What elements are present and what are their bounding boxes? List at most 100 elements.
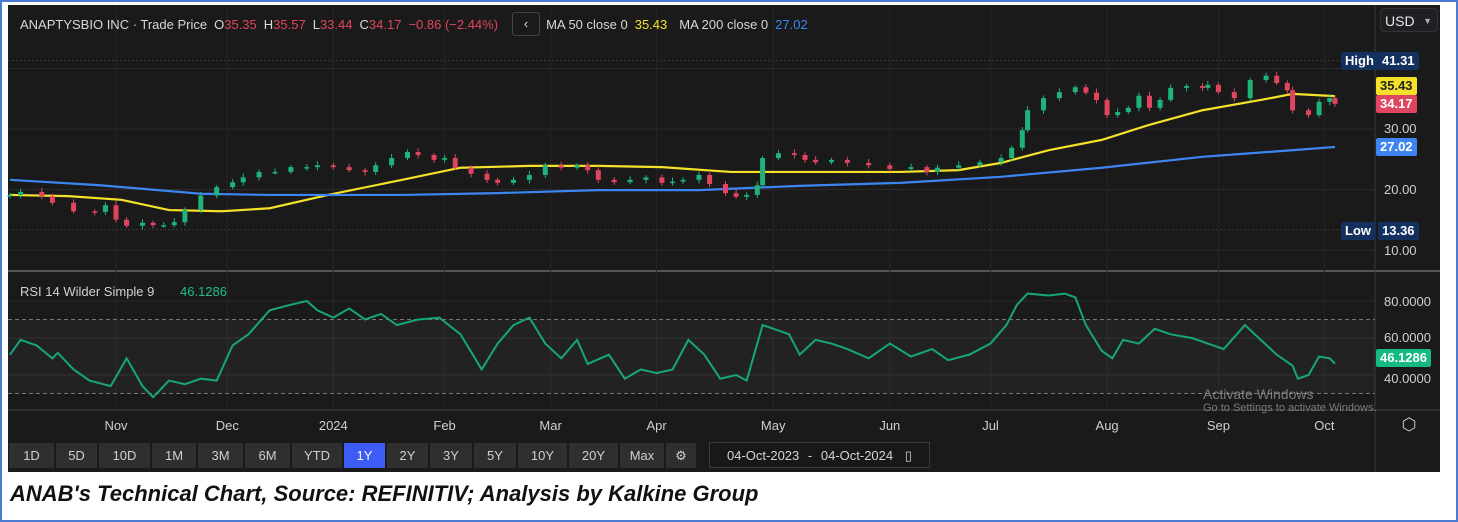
candle-body [405,151,410,159]
candle-body [124,219,130,226]
rsi-label: RSI 14 Wilder Simple 9 [20,284,155,299]
candle-body [468,167,474,174]
range-1m-button[interactable]: 1M [152,443,196,468]
candle-body [511,179,516,183]
price-tick: 20.00 [1384,182,1417,197]
candle-body [1231,92,1237,99]
date-range-picker[interactable]: 04-Oct-2023 - 04-Oct-2024 ▯ [709,442,930,468]
currency-value: USD [1385,13,1415,29]
candle-body [1115,112,1121,116]
candle-body [680,179,686,182]
candle-body [1009,147,1015,159]
chart-panel [8,5,1440,472]
high-tag-label: High [1341,52,1378,70]
candle-body [585,165,591,171]
candle-body [1083,87,1089,93]
candle-body [346,167,352,171]
candle-body [744,194,750,197]
range-10d-button[interactable]: 10D [99,443,150,468]
candle-body [1041,98,1046,111]
candle-body [240,177,246,183]
candle-body [495,179,501,183]
rsi-band [8,319,1375,394]
low-value: 33.44 [319,16,353,32]
figure-caption: ANAB's Technical Chart, Source: REFINITI… [10,481,759,506]
gear-icon[interactable]: ⚙ [666,443,696,468]
change-value: −0.86 (−2.44%) [408,16,499,32]
candle-body [1316,101,1322,116]
collapse-legend-button[interactable]: ‹ [512,12,541,36]
candle-body [1056,92,1062,99]
candle-body [415,151,421,156]
range-10y-button[interactable]: 10Y [518,443,567,468]
candle-body [171,222,177,226]
high-value: 35.57 [273,16,306,32]
candle-body [198,195,204,211]
ma200-value: 27.02 [775,16,808,32]
candle-body [696,174,702,180]
candle-body [887,165,893,169]
candle-body [230,182,236,188]
range-5d-button[interactable]: 5D [56,443,97,468]
candle-body [1215,84,1221,93]
range-3m-button[interactable]: 3M [198,443,243,468]
candle-body [102,205,108,212]
candle-body [558,165,564,168]
candle-body [431,155,437,160]
candle-body [1072,87,1078,93]
candle-body [1025,110,1031,131]
ma200-line [9,145,1336,197]
candle-body [802,155,808,160]
rsi-tick: 60.0000 [1384,330,1431,345]
range-1d-button[interactable]: 1D [9,443,54,468]
candle-body [304,167,310,169]
currency-select[interactable]: USD ▼ [1380,8,1438,32]
range-max-button[interactable]: Max [620,443,664,468]
candle-body [611,179,617,183]
range-20y-button[interactable]: 20Y [569,443,618,468]
candle-body [161,225,167,227]
candle-body [844,159,850,163]
range-6m-button[interactable]: 6M [245,443,290,468]
month-label: Nov [104,418,128,433]
open-value: 35.35 [224,16,257,32]
month-label: Apr [646,418,667,433]
candle-body [272,171,278,174]
candle-body [627,179,633,183]
price-tick: 30.00 [1384,121,1417,136]
range-ytd-button[interactable]: YTD [292,443,342,468]
settings-hexagon-icon[interactable]: ⬡ [1401,415,1417,434]
candle-body [1263,75,1269,80]
candle-body [707,174,713,185]
candle-body [643,177,649,180]
price-tick: 10.00 [1384,243,1417,258]
close-value: 34.17 [368,16,402,32]
candle-body [18,191,24,195]
candle-body [182,210,188,223]
candle-body [1247,79,1253,99]
candle-body [1200,86,1205,88]
candle-body [49,196,55,203]
candle-body [150,222,156,226]
month-label: Aug [1095,418,1119,433]
candle-body [256,171,262,178]
range-buttons: 1D 5D 10D 1M 3M 6M YTD 1Y 2Y 3Y 5Y 10Y 2… [9,443,696,468]
ma50-value: 35.43 [634,16,668,32]
candle-body [935,167,940,172]
date-separator: - [807,448,813,463]
month-label: Mar [539,418,562,433]
candle-body [595,170,601,180]
range-3y-button[interactable]: 3Y [430,443,472,468]
candle-body [977,162,983,166]
high-tag-value: 41.31 [1378,52,1419,70]
range-2y-button[interactable]: 2Y [387,443,428,468]
candle-body [1184,86,1190,88]
candle-body [140,222,145,226]
month-label: Oct [1314,418,1335,433]
candle-body [92,211,98,213]
range-1y-button[interactable]: 1Y [344,443,385,468]
ma200-tag: 27.02 [1376,138,1417,156]
range-5y-button[interactable]: 5Y [474,443,516,468]
